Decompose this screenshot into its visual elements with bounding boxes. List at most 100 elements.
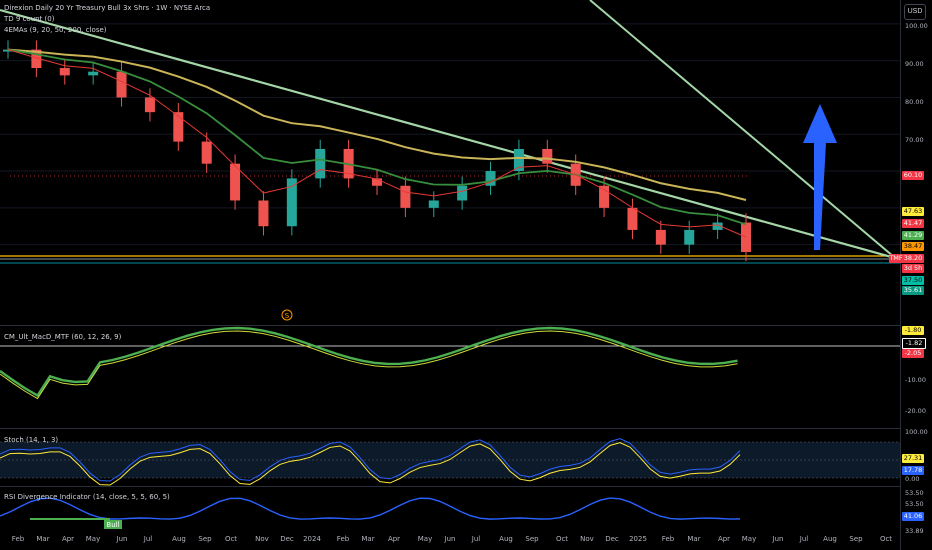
macd-badge: -1.80 — [902, 326, 924, 335]
time-tick: Sep — [525, 535, 539, 543]
currency-button[interactable]: USD — [904, 4, 926, 20]
td9-indicator-label[interactable]: TD 9 count (0) — [4, 15, 55, 23]
pane-separator[interactable] — [0, 428, 900, 429]
time-tick: May — [85, 535, 101, 543]
symbol-title[interactable]: Direxion Daily 20 Yr Treasury Bull 3x Sh… — [4, 4, 211, 12]
time-tick: Apr — [717, 535, 731, 543]
time-tick: Apr — [61, 535, 75, 543]
time-tick: Feb — [11, 535, 25, 543]
time-tick: Jul — [143, 535, 153, 543]
pane-separator[interactable] — [0, 486, 900, 487]
macd-pane-label[interactable]: CM_Ult_MacD_MTF (60, 12, 26, 9) — [4, 333, 122, 341]
ema-20-line — [7, 48, 747, 226]
time-tick: Mar — [687, 535, 701, 543]
price-badge: 47.63 — [902, 207, 924, 216]
trendline-steep — [589, 0, 901, 263]
time-tick: Jun — [116, 535, 128, 543]
candle-body — [712, 222, 723, 230]
time-tick: Sep — [849, 535, 863, 543]
time-tick: 2025 — [629, 535, 647, 543]
time-tick: Oct — [555, 535, 569, 543]
time-tick: Aug — [823, 535, 837, 543]
ema-50-line — [7, 48, 747, 201]
time-tick: Aug — [172, 535, 186, 543]
rsi-pane-label[interactable]: RSI Divergence Indicator (14, close, 5, … — [4, 493, 170, 501]
stoch-pane-label[interactable]: Stoch (14, 1, 3) — [4, 436, 59, 444]
price-badge: 38.20 — [902, 254, 924, 263]
candle-body — [741, 222, 751, 252]
candle-body — [201, 141, 212, 164]
candle-body — [428, 200, 439, 208]
candle-body — [400, 185, 411, 208]
time-tick: Sep — [198, 535, 212, 543]
price-badge: 35.61 — [902, 286, 924, 295]
stoch-badge: 17.78 — [902, 466, 924, 475]
candle-body — [684, 229, 695, 245]
price-badge: 41.47 — [902, 219, 924, 228]
stoch-tick: 0.00 — [905, 475, 920, 483]
price-badge: 41.29 — [902, 231, 924, 240]
time-tick: Nov — [580, 535, 594, 543]
price-tick: 90.00 — [905, 60, 924, 68]
time-tick: Dec — [605, 535, 619, 543]
rsi-badge: 41.06 — [902, 512, 924, 521]
candle-body — [173, 112, 184, 142]
event-marker-label: S — [285, 312, 290, 320]
price-badge: 38.47 — [902, 242, 924, 251]
macd-tick: -20.00 — [905, 407, 926, 415]
symbol-tag[interactable]: TMF — [889, 254, 903, 263]
time-tick: Jul — [799, 535, 809, 543]
candle-body — [88, 71, 99, 76]
stoch-badge: 27.31 — [902, 454, 924, 463]
time-tick: Feb — [336, 535, 350, 543]
macd-badge: -1.82 — [902, 338, 926, 349]
rsi-tick: 53.50 — [905, 500, 924, 508]
candle-body — [31, 49, 42, 68]
stoch-d-line — [0, 442, 741, 486]
time-tick: Jun — [772, 535, 784, 543]
time-tick: Apr — [387, 535, 401, 543]
time-tick: Aug — [499, 535, 513, 543]
macd-signal-line — [0, 330, 738, 400]
macd-badge: -2.05 — [902, 349, 924, 358]
candle-body — [116, 71, 127, 98]
macd-tick: -10.00 — [905, 376, 926, 384]
emas-indicator-label[interactable]: 4EMAs (9, 20, 50, 200, close) — [4, 26, 107, 34]
rsi-line — [0, 497, 741, 520]
price-badge: 60.10 — [902, 171, 924, 180]
candle-body — [655, 229, 666, 245]
candle-body — [513, 148, 524, 172]
candle-body — [542, 148, 553, 164]
time-tick: Mar — [361, 535, 375, 543]
price-tick: 70.00 — [905, 136, 924, 144]
price-tick: 80.00 — [905, 98, 924, 106]
time-tick: Oct — [224, 535, 238, 543]
candle-body — [485, 171, 496, 186]
candle-body — [144, 97, 155, 113]
candle-body — [315, 148, 326, 179]
candle-body — [457, 185, 468, 201]
stoch-k-line — [0, 438, 741, 482]
event-marker-icon — [281, 309, 293, 321]
pane-separator[interactable] — [0, 325, 900, 326]
rsi-bull-tag-bg — [104, 520, 122, 529]
rsi-bull-tag: Bull — [106, 521, 119, 529]
candle-body — [59, 68, 70, 76]
time-tick: Feb — [661, 535, 675, 543]
rsi-tick: 53.50 — [905, 489, 924, 497]
time-tick: May — [741, 535, 757, 543]
candle-body — [599, 185, 610, 208]
rsi-tick: 33.89 — [905, 527, 924, 535]
time-tick: May — [417, 535, 433, 543]
time-tick: Mar — [36, 535, 50, 543]
bullish-arrow — [803, 104, 837, 250]
candle-body — [286, 178, 297, 227]
time-tick: Dec — [280, 535, 294, 543]
time-tick: Jun — [444, 535, 456, 543]
price-badge: 3d 5h — [902, 264, 924, 273]
price-badge: 37.50 — [902, 276, 924, 285]
time-tick: Jul — [471, 535, 481, 543]
time-tick: 2024 — [303, 535, 321, 543]
